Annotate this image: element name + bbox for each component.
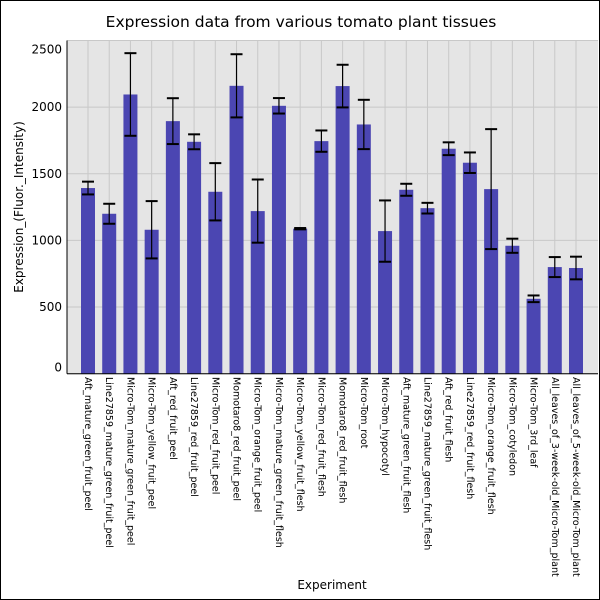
bar	[293, 228, 308, 374]
y-tick-label: 500	[39, 300, 62, 314]
bar	[314, 141, 329, 374]
bar	[399, 189, 414, 374]
y-tick-label: 1000	[31, 233, 62, 247]
x-tick-label: Line27859_mature_green_fruit_flesh	[421, 377, 432, 550]
x-tick-labels: Aft_mature_green_fruit_peel Line27859_mat…	[82, 377, 581, 577]
y-tick-label: 1500	[31, 167, 62, 181]
x-tick-label: All_leaves_of_3-week-old_Micro-Tom_plant	[549, 377, 560, 577]
bar	[420, 208, 435, 374]
x-tick-label: Micro-Tom_3rd_leaf	[528, 377, 539, 468]
bar	[356, 124, 371, 374]
y-tick-label: 2500	[31, 43, 62, 57]
bar	[81, 188, 95, 374]
x-tick-label: Aft_red_fruit_peel	[167, 377, 178, 460]
bar	[144, 229, 159, 374]
bar	[208, 191, 223, 374]
bar	[187, 141, 202, 374]
x-tick-label: Micro-Tom_mature_green_fruit_peel	[124, 377, 135, 545]
x-axis-label: Experiment	[297, 578, 367, 592]
bar	[462, 162, 477, 374]
bar	[165, 121, 180, 374]
error-bars	[82, 52, 582, 304]
bar	[335, 86, 350, 374]
x-tick-label: Aft_mature_green_fruit_peel	[82, 377, 93, 511]
x-tick-label: All_leaves_of_5-week-old_Micro-Tom_plant	[570, 377, 581, 577]
bar	[569, 268, 583, 374]
x-tick-label: Momotaro8_red_fruit_peel	[231, 377, 242, 501]
bar	[102, 213, 117, 374]
bar	[484, 189, 499, 374]
x-tick-label: Line27859_red_fruit_flesh	[464, 377, 475, 499]
bar	[271, 105, 286, 374]
x-tick-label: Micro-Tom_yellow_fruit_peel	[146, 377, 157, 509]
x-tick-label: Micro-Tom_mature_green_fruit_flesh	[273, 377, 284, 548]
x-tick-label: Micro-Tom_root	[358, 377, 369, 449]
y-tick-label: 2000	[31, 100, 62, 114]
bar	[123, 94, 138, 374]
chart-title: Expression data from various tomato plan…	[106, 13, 497, 31]
x-tick-label: Micro-Tom_yellow_fruit_flesh	[294, 377, 305, 512]
y-tick-label: 0	[54, 361, 62, 375]
x-tick-label: Micro-Tom_red_fruit_peel	[209, 377, 220, 494]
bar	[441, 148, 456, 374]
bars	[81, 85, 583, 374]
bar	[547, 267, 562, 374]
x-tick-label: Micro-Tom_cotyledon	[506, 377, 517, 476]
x-tick-label: Aft_mature_green_fruit_flesh	[400, 377, 411, 513]
y-tick-labels: 0 500 1000 1500 2000 2500	[31, 43, 62, 375]
x-tick-label: Line27859_red_fruit_peel	[188, 377, 199, 497]
x-tick-label: Momotaro8_red_fruit_flesh	[337, 377, 348, 503]
x-tick-label: Micro-Tom_hypocotyl	[379, 377, 390, 476]
bar	[505, 245, 520, 374]
x-tick-label: Aft_red_fruit_flesh	[443, 377, 454, 462]
bar	[250, 211, 265, 374]
x-tick-label: Line27859_mature_green_fruit_peel	[103, 377, 114, 548]
x-tick-label: Micro-Tom_orange_fruit_flesh	[485, 377, 496, 515]
bar	[526, 298, 541, 374]
x-tick-label: Micro-Tom_orange_fruit_peel	[252, 377, 263, 512]
bar	[229, 85, 244, 374]
y-axis-label: Expression_(Fluor._Intensity)	[12, 121, 26, 293]
x-tick-label: Micro-Tom_red_fruit_flesh	[315, 377, 326, 497]
bar	[378, 231, 393, 374]
